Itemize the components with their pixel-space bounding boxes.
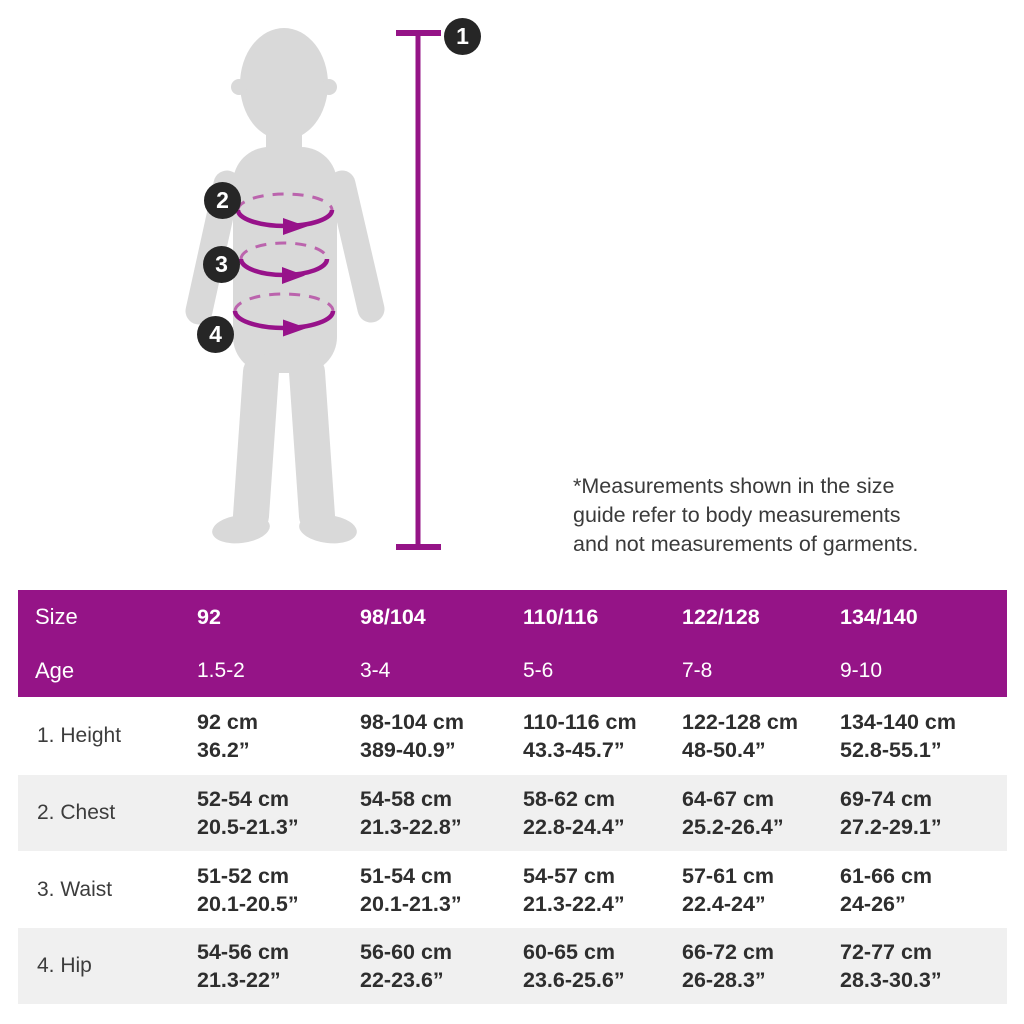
age-value: 9-10 — [840, 658, 883, 682]
table-cell: 58-62 cm 22.8-24.4” — [523, 787, 625, 839]
table-cell: 72-77 cm 28.3-30.3” — [840, 940, 942, 992]
table-cell: 57-61 cm 22.4-24” — [682, 863, 775, 916]
table-row-chest: 2. Chest 52-54 cm 20.5-21.3” 54-58 cm 21.3… — [18, 775, 1007, 851]
table-cell: 56-60 cm 22-23.6” — [360, 940, 453, 992]
size-value: 98/104 — [360, 604, 426, 629]
marker-badge-height: 1 — [444, 18, 481, 55]
table-row-hip: 4. Hip 54-56 cm 21.3-22” 56-60 cm 22-23.6”… — [18, 928, 1007, 1004]
table-cell: 110-116 cm 43.3-45.7” — [523, 710, 637, 762]
table-cell: 98-104 cm 389-40.9” — [360, 710, 464, 762]
table-cell: 66-72 cm 26-28.3” — [682, 940, 775, 992]
size-value: 92 — [197, 604, 221, 629]
size-header-row: Size 92 98/104 110/116 122/128 134/140 — [18, 590, 1007, 644]
table-cell: 64-67 cm 25.2-26.4” — [682, 787, 784, 839]
table-row-height: 1. Height 92 cm 36.2” 98-104 cm 389-40.9” … — [18, 697, 1007, 775]
table-cell: 92 cm 36.2” — [197, 710, 258, 762]
table-cell: 60-65 cm 23.6-25.6” — [523, 940, 625, 992]
size-row-label: Size — [35, 604, 78, 629]
size-table: Size 92 98/104 110/116 122/128 134/140 A… — [18, 590, 1007, 1004]
hip-measure-band — [232, 292, 336, 337]
table-cell: 134-140 cm 52.8-55.1” — [840, 710, 956, 762]
age-value: 7-8 — [682, 658, 713, 682]
measurement-diagram: 1 2 3 4 *Measurements shown in the size … — [185, 18, 919, 556]
age-value: 1.5-2 — [197, 658, 245, 682]
table-cell: 54-58 cm 21.3-22.8” — [360, 787, 462, 839]
table-cell: 52-54 cm 20.5-21.3” — [197, 787, 299, 839]
marker-badge-chest: 2 — [204, 182, 241, 219]
chest-measure-band — [235, 192, 335, 235]
table-cell: 69-74 cm 27.2-29.1” — [840, 787, 942, 839]
marker-badge-hip: 4 — [197, 316, 234, 353]
size-value: 122/128 — [682, 604, 760, 629]
table-cell: 54-56 cm 21.3-22” — [197, 940, 290, 992]
size-value: 110/116 — [523, 604, 599, 629]
waist-measure-band — [238, 241, 330, 284]
size-table-header: Size 92 98/104 110/116 122/128 134/140 A… — [18, 590, 1007, 697]
row-label: 1. Height — [37, 724, 122, 747]
child-silhouette-icon — [185, 28, 385, 544]
age-value: 3-4 — [360, 658, 391, 682]
table-cell: 51-52 cm 20.1-20.5” — [197, 863, 299, 916]
marker-badge-waist: 3 — [203, 246, 240, 283]
table-cell: 51-54 cm 20.1-21.3” — [360, 863, 462, 916]
age-value: 5-6 — [523, 658, 554, 682]
table-cell: 54-57 cm 21.3-22.4” — [523, 863, 625, 916]
age-header-row: Age 1.5-2 3-4 5-6 7-8 9-10 — [18, 644, 1007, 697]
row-label: 2. Chest — [37, 801, 116, 824]
row-label: 4. Hip — [37, 954, 92, 977]
row-label: 3. Waist — [37, 877, 113, 901]
size-value: 134/140 — [840, 604, 918, 629]
table-cell: 122-128 cm 48-50.4” — [682, 710, 798, 762]
table-cell: 61-66 cm 24-26” — [840, 863, 933, 916]
measurement-disclaimer-note: *Measurements shown in the size guide re… — [573, 474, 919, 556]
height-measure-line — [396, 30, 441, 550]
age-row-label: Age — [35, 657, 75, 683]
table-row-waist: 3. Waist 51-52 cm 20.1-20.5” 51-54 cm 20.1… — [18, 851, 1007, 928]
